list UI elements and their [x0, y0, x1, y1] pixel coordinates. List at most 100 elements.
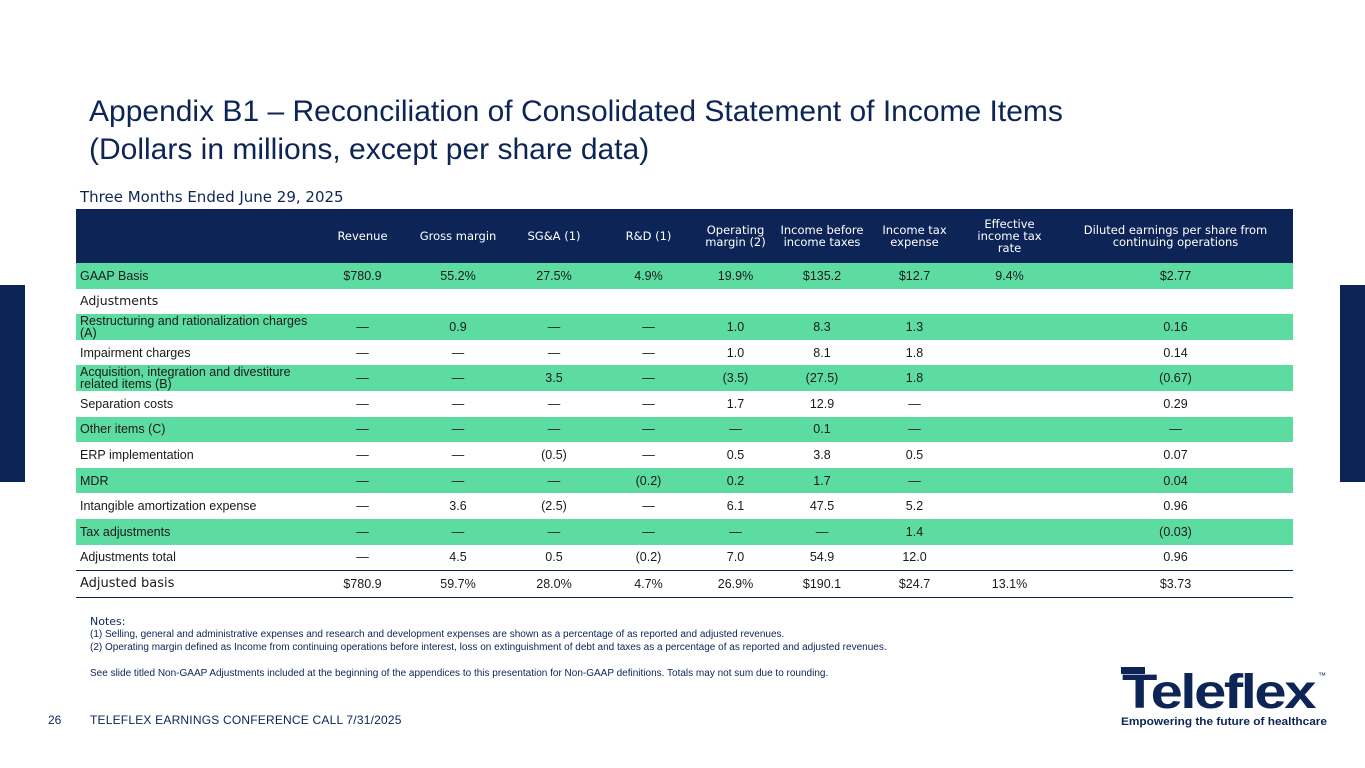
table-cell: —	[315, 390, 410, 417]
table-cell	[961, 518, 1058, 545]
table-cell: (0.2)	[602, 467, 695, 494]
header-row: Revenue Gross margin SG&A (1) R&D (1) Operat…	[76, 209, 1293, 263]
table-cell	[961, 416, 1058, 443]
table-cell: (0.67)	[1058, 365, 1293, 391]
table-row: Adjusted basis $780.9 59.7% 28.0% 4.7% 26.9% $…	[76, 570, 1293, 598]
table-cell: 0.96	[1058, 544, 1293, 572]
row-label: Separation costs	[76, 390, 315, 417]
table-cell: 27.5%	[506, 263, 602, 289]
table-cell: 0.5	[695, 442, 776, 468]
title-line-2: (Dollars in millions, except per share d…	[89, 133, 650, 166]
table-cell	[961, 314, 1058, 340]
table-cell	[961, 493, 1058, 519]
row-label: Restructuring and rationalization charge…	[76, 314, 315, 340]
table-row: Tax adjustments — — — — — —1.4 (0.03)	[76, 518, 1293, 545]
column-header: Revenue	[315, 209, 410, 263]
table-cell: —	[315, 467, 410, 494]
table-cell: $190.1	[776, 570, 868, 598]
table-cell: 55.2%	[410, 263, 506, 289]
table-cell	[961, 442, 1058, 468]
table-cell: —	[315, 365, 410, 391]
table-cell: 0.2	[695, 467, 776, 494]
column-header: Effective income tax rate	[961, 209, 1058, 263]
table-cell: —	[695, 518, 776, 545]
table-cell: 3.5	[506, 365, 602, 391]
table-row: Adjustments	[76, 288, 1293, 315]
logo-wordmark: Teleflex	[1122, 666, 1317, 719]
row-label: Intangible amortization expense	[76, 493, 315, 519]
table-cell: —	[315, 493, 410, 519]
column-header	[76, 209, 315, 263]
column-header: Income before income taxes	[776, 209, 868, 263]
table-cell: (0.03)	[1058, 518, 1293, 545]
table-cell	[506, 288, 602, 315]
table-cell: —	[506, 467, 602, 494]
table-cell	[776, 288, 868, 315]
row-label: Adjusted basis	[76, 570, 315, 598]
table-cell: —	[602, 390, 695, 417]
table-cell	[961, 365, 1058, 391]
table-cell: 4.5	[410, 544, 506, 572]
table-row: Separation costs — — — —1.7 12.9—0.29	[76, 390, 1293, 417]
table-cell	[961, 288, 1058, 315]
table-cell: —	[410, 365, 506, 391]
period-label: Three Months Ended June 29, 2025	[80, 188, 344, 206]
table-cell: 26.9%	[695, 570, 776, 598]
table-cell: 19.9%	[695, 263, 776, 289]
table-row: Impairment charges — — — —1.0 8.1 1.8 0.14	[76, 339, 1293, 366]
table-cell: —	[695, 416, 776, 443]
table-row: Other items (C) — — — — —0.1— —	[76, 416, 1293, 443]
column-header: R&D (1)	[602, 209, 695, 263]
table-cell: —	[602, 365, 695, 391]
column-header: Diluted earnings per share from continui…	[1058, 209, 1293, 263]
table-cell: 0.04	[1058, 467, 1293, 494]
logo-trademark: ™	[1318, 671, 1326, 680]
note-2: (2) Operating margin defined as Income f…	[90, 642, 887, 653]
table-cell	[315, 288, 410, 315]
table-cell: 59.7%	[410, 570, 506, 598]
table-row: Adjustments total —4.5 0.5 (0.2) 7.0 54.9 12.0…	[76, 544, 1293, 572]
left-accent-bar	[0, 285, 25, 482]
table-cell: —	[868, 416, 961, 443]
table-cell	[602, 288, 695, 315]
table-cell: 9.4%	[961, 263, 1058, 289]
table-row: Acquisition, integration and divestiture…	[76, 365, 1293, 391]
table-cell: $3.73	[1058, 570, 1293, 598]
table-cell: 1.4	[868, 518, 961, 545]
table-cell: —	[410, 390, 506, 417]
table-cell: (27.5)	[776, 365, 868, 391]
table-cell: —	[315, 544, 410, 572]
table-cell: —	[602, 493, 695, 519]
table-body: GAAP Basis $780.9 55.2% 27.5% 4.9% 19.9% $135.…	[76, 263, 1293, 598]
table-row: ERP implementation — — (0.5) —0.5 3.8 0.5 0.07	[76, 442, 1293, 468]
logo-t-bar	[1121, 667, 1145, 674]
table-cell: 12.9	[776, 390, 868, 417]
table-cell: 0.14	[1058, 339, 1293, 366]
column-header: SG&A (1)	[506, 209, 602, 263]
table-cell: 6.1	[695, 493, 776, 519]
row-label: Adjustments	[76, 288, 315, 315]
table-cell: (0.5)	[506, 442, 602, 468]
table-cell: 13.1%	[961, 570, 1058, 598]
table-cell: —	[602, 442, 695, 468]
table-cell: $12.7	[868, 263, 961, 289]
teleflex-logo: Teleflex ™ Empowering the future of heal…	[1121, 666, 1327, 728]
table-cell: 0.5	[506, 544, 602, 572]
table-cell: —	[410, 467, 506, 494]
column-header: Gross margin	[410, 209, 506, 263]
table-cell: 7.0	[695, 544, 776, 572]
table-cell: —	[506, 390, 602, 417]
right-accent-bar	[1340, 285, 1365, 482]
table-cell	[961, 390, 1058, 417]
table-cell: 3.6	[410, 493, 506, 519]
table-row: MDR — — — (0.2) 0.2 1.7—0.04	[76, 467, 1293, 494]
table-cell: 1.8	[868, 339, 961, 366]
page-number: 26	[48, 713, 62, 727]
table-cell: 0.9	[410, 314, 506, 340]
table-row: Restructuring and rationalization charge…	[76, 314, 1293, 340]
table-row: GAAP Basis $780.9 55.2% 27.5% 4.9% 19.9% $135.…	[76, 263, 1293, 289]
row-label: GAAP Basis	[76, 263, 315, 289]
table-cell	[1058, 288, 1293, 315]
row-label: Acquisition, integration and divestiture…	[76, 365, 315, 391]
column-header: Income tax expense	[868, 209, 961, 263]
